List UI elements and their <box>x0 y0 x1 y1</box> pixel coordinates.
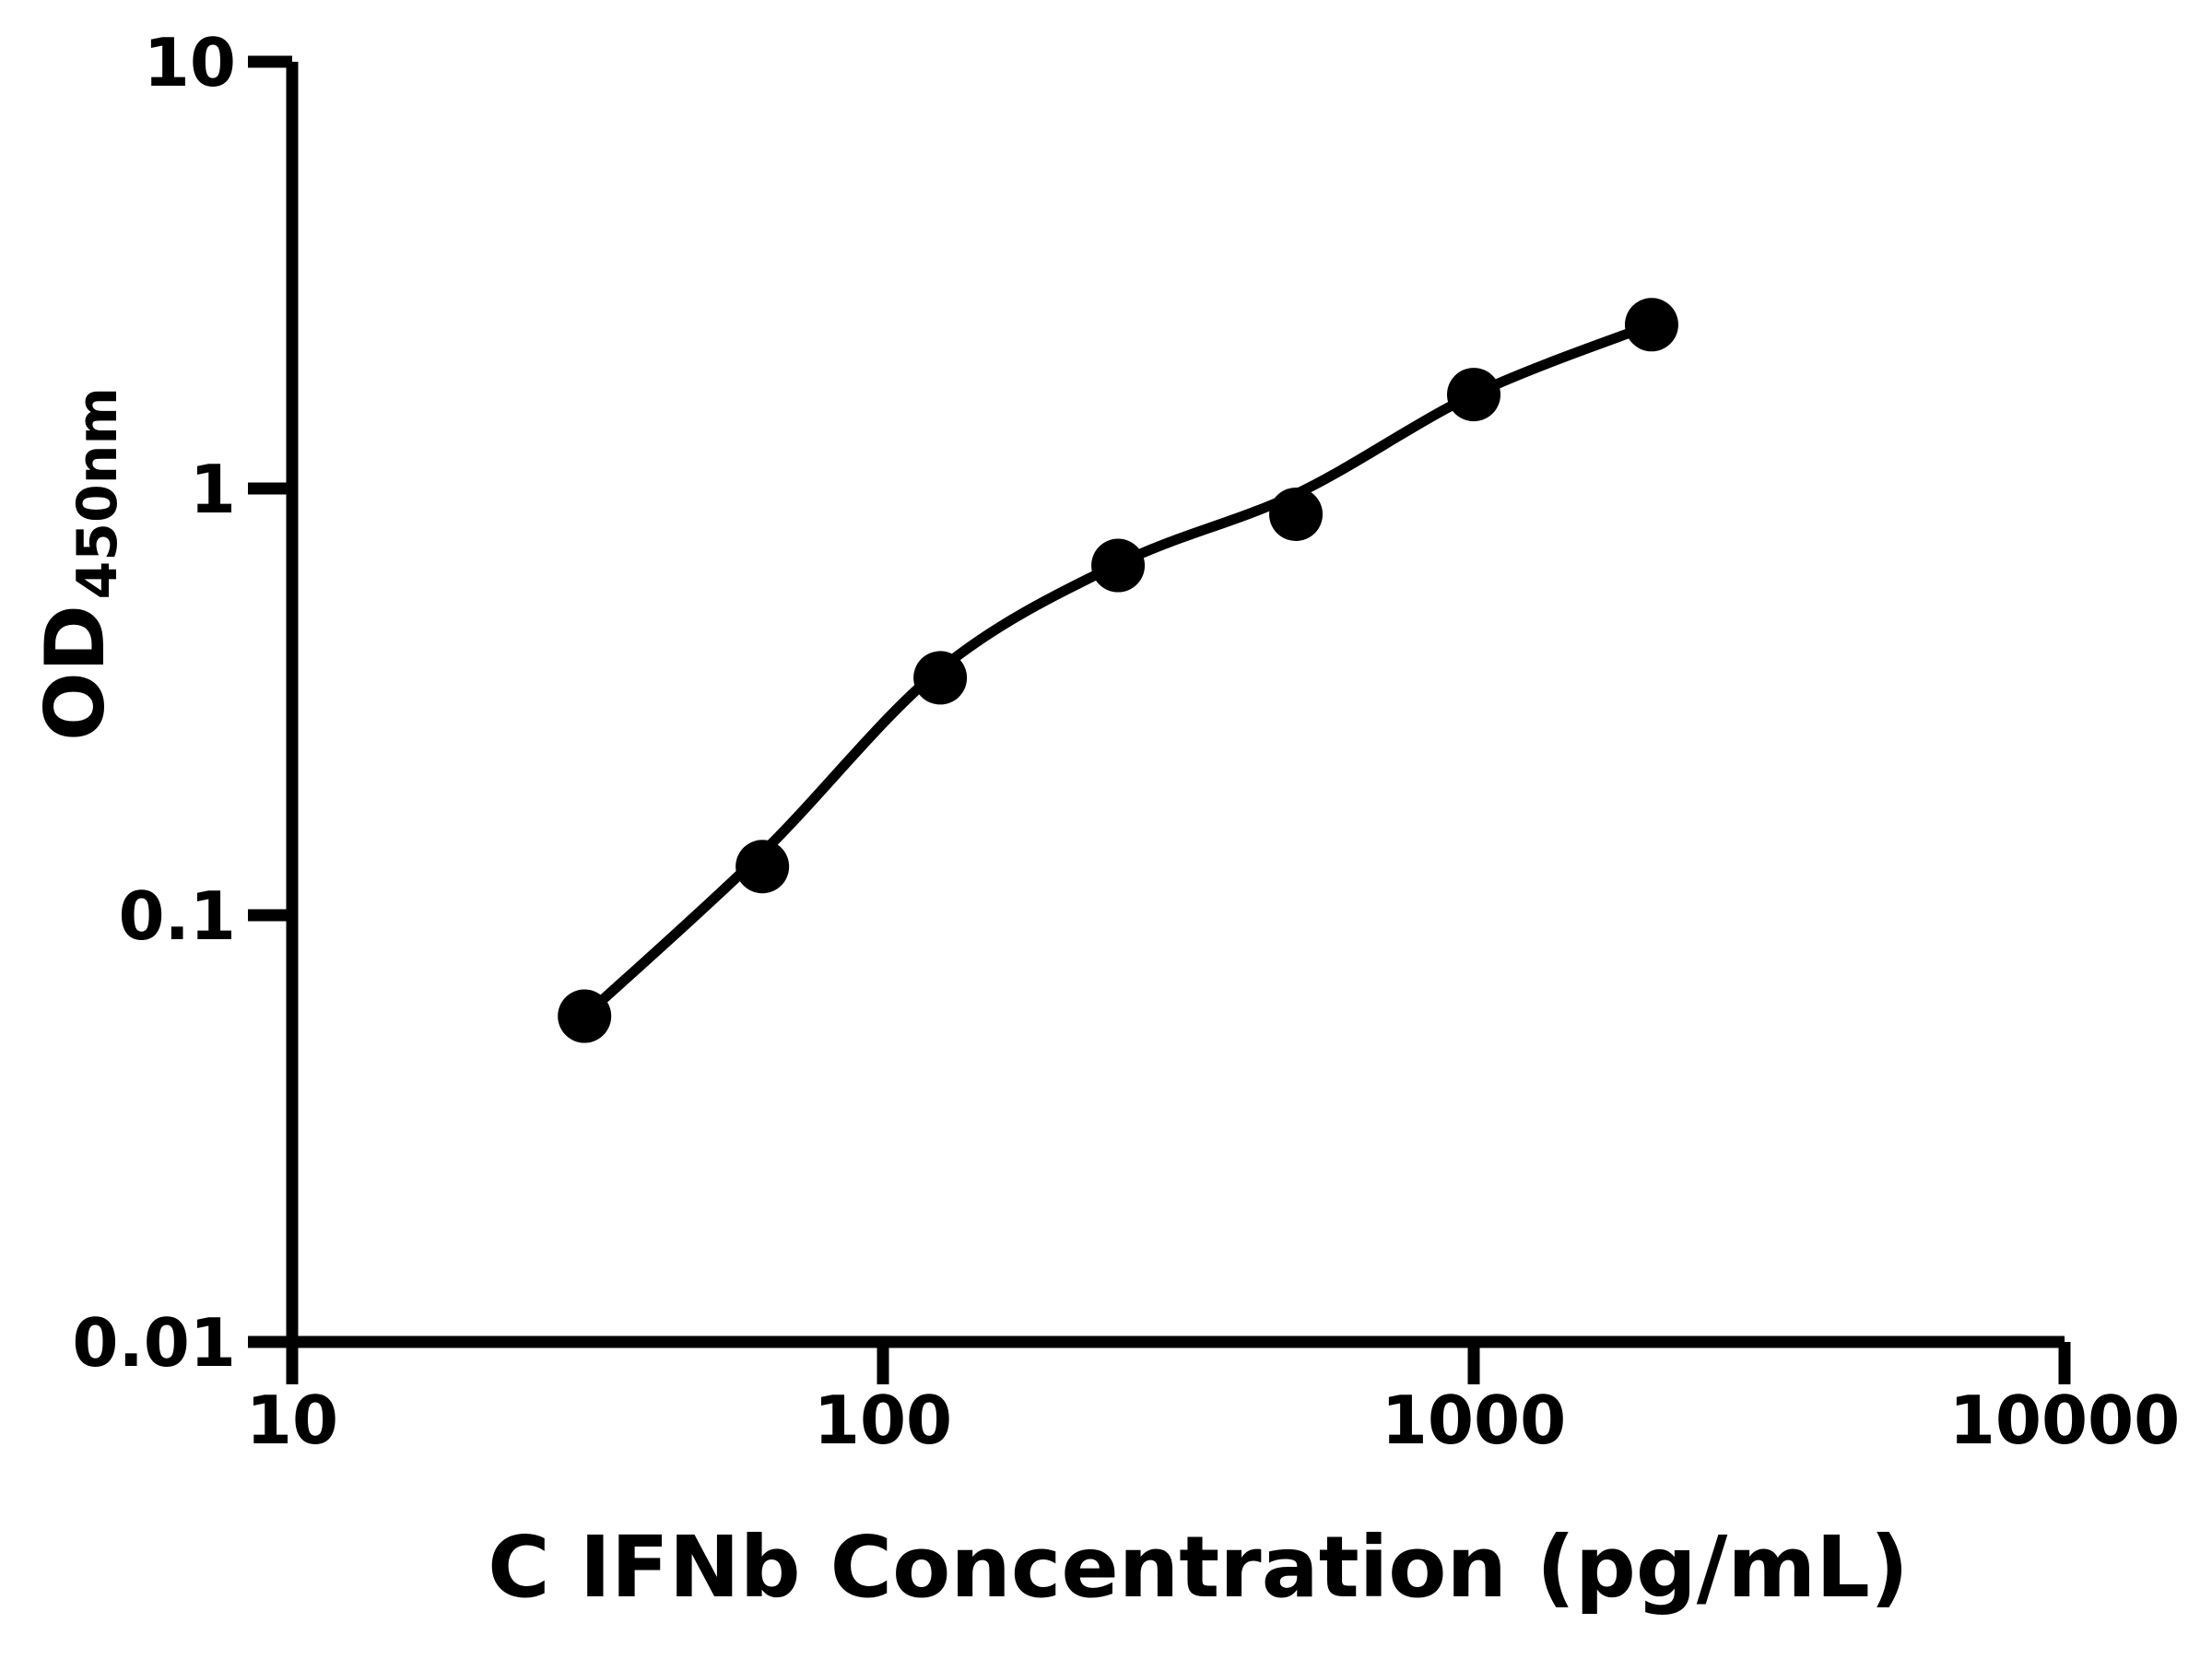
tick-label-layer: 10 100 1000 10000 10 1 0.1 0.01 <box>72 24 2180 1459</box>
axis-spine <box>286 62 2065 1348</box>
plot-layer <box>558 298 1678 1043</box>
axes-layer <box>286 62 2065 1348</box>
y-tick-label: 0.1 <box>118 877 236 955</box>
x-tick-label: 100 <box>814 1382 952 1459</box>
y-tick-label: 1 <box>190 451 236 528</box>
data-point <box>913 651 968 705</box>
y-axis-title: OD 450nm <box>28 387 130 741</box>
data-point <box>1091 538 1146 593</box>
data-point <box>735 840 790 894</box>
y-tick-label: 10 <box>144 24 236 101</box>
x-tick-label: 1000 <box>1382 1382 1566 1459</box>
y-axis-title-sub: 450nm <box>65 387 130 599</box>
data-point <box>558 989 612 1043</box>
fitted-curve <box>579 319 1657 1022</box>
x-tick-label: 10 <box>246 1382 338 1459</box>
data-point <box>1624 298 1678 352</box>
data-point <box>1269 488 1324 542</box>
tick-layer <box>248 55 2071 1384</box>
y-axis-title-main: OD <box>28 605 123 741</box>
x-tick-label: 10000 <box>1949 1382 2181 1459</box>
x-axis-title: C IFNb Concentration (pg/mL) <box>488 1518 1909 1617</box>
y-tick-label: 0.01 <box>72 1304 236 1382</box>
data-point <box>1447 368 1500 422</box>
